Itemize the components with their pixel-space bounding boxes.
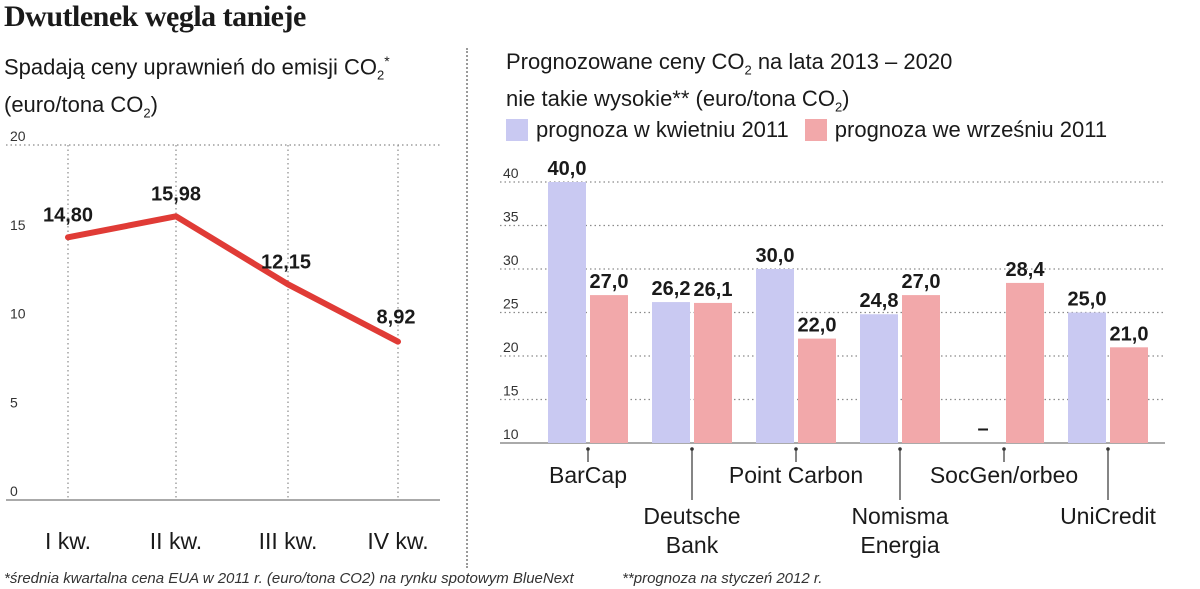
panel-divider (466, 48, 468, 568)
bar-value-label-3-0: 24,8 (860, 290, 899, 312)
bar-3-1 (902, 295, 940, 443)
bar-category-dot-3 (898, 447, 902, 451)
line-ytick-3: 15 (10, 217, 26, 233)
line-ytick-4: 20 (10, 128, 26, 144)
bar-category-label-2-0: Point Carbon (729, 462, 863, 488)
bar-2-0 (756, 269, 794, 443)
bar-category-dot-2 (794, 447, 798, 451)
bar-ytick-6: 40 (503, 165, 519, 181)
line-ytick-0: 0 (10, 483, 18, 499)
line-xtick-1: II kw. (150, 528, 202, 554)
legend-swatch-september (804, 119, 827, 141)
bar-category-dot-4 (1002, 447, 1006, 451)
bar-ytick-3: 25 (503, 296, 519, 312)
right-chart-subtitle: Prognozowane ceny CO2 na lata 2013 – 202… (506, 49, 953, 115)
line-value-label-3: 8,92 (377, 307, 416, 329)
bar-0-0 (548, 182, 586, 443)
bar-5-0 (1068, 312, 1106, 443)
bar-category-label-3-0: Nomisma (851, 503, 948, 529)
line-value-label-1: 15,98 (151, 183, 201, 205)
line-ytick-1: 5 (10, 394, 18, 410)
bar-1-0 (652, 302, 690, 443)
legend-item-september: prognoza we wrześniu 2011 (804, 117, 1108, 143)
left-chart-subtitle: Spadają ceny uprawnień do emisji CO2* (e… (4, 53, 390, 121)
bar-value-label-4-0: – (977, 418, 988, 440)
bar-ytick-1: 15 (503, 383, 519, 399)
bar-category-dot-5 (1106, 447, 1110, 451)
bar-value-label-1-1: 26,1 (694, 279, 733, 301)
bar-value-label-5-1: 21,0 (1110, 323, 1149, 345)
bar-category-label-3-1: Energia (860, 532, 939, 558)
line-xtick-0: I kw. (45, 528, 91, 554)
bar-0-1 (590, 295, 628, 443)
legend-label-april: prognoza w kwietniu 2011 (536, 117, 789, 142)
bar-value-label-2-0: 30,0 (756, 245, 795, 267)
line-value-label-0: 14,80 (43, 204, 93, 226)
bar-2-1 (798, 338, 836, 443)
bar-category-label-1-0: Deutsche (643, 503, 740, 529)
bar-category-label-5-0: UniCredit (1060, 503, 1156, 529)
bar-value-label-3-1: 27,0 (902, 271, 941, 293)
bar-value-label-4-1: 28,4 (1006, 259, 1046, 281)
footnote-right: **prognoza na styczeń 2012 r. (622, 570, 823, 587)
bar-category-label-1-1: Bank (666, 532, 719, 558)
line-xtick-2: III kw. (259, 528, 318, 554)
line-xtick-3: IV kw. (367, 528, 428, 554)
bar-category-label-0-0: BarCap (549, 462, 627, 488)
bar-category-dot-1 (690, 447, 694, 451)
bar-4-1 (1006, 282, 1044, 443)
footnote-left: *średnia kwartalna cena EUA w 2011 r. (e… (4, 570, 574, 587)
bar-chart-legend: prognoza w kwietniu 2011 prognoza we wrz… (506, 117, 1123, 143)
bar-value-label-2-1: 22,0 (798, 315, 837, 337)
bar-value-label-0-1: 27,0 (590, 271, 629, 293)
bar-3-0 (860, 314, 898, 443)
bar-5-1 (1110, 347, 1148, 443)
bar-ytick-0: 10 (503, 426, 519, 442)
bar-value-label-1-0: 26,2 (652, 278, 691, 300)
bar-value-label-5-0: 25,0 (1068, 289, 1107, 311)
bar-1-1 (694, 302, 732, 443)
footnotes: *średnia kwartalna cena EUA w 2011 r. (e… (4, 570, 822, 587)
bar-category-label-4-0: SocGen/orbeo (930, 462, 1078, 488)
headline: Dwutlenek węgla tanieje (4, 0, 306, 33)
line-value-label-2: 12,15 (261, 251, 311, 273)
bar-value-label-0-0: 40,0 (548, 158, 587, 180)
line-ytick-2: 10 (10, 306, 26, 322)
legend-swatch-april (506, 119, 528, 141)
legend-item-april: prognoza w kwietniu 2011 (506, 117, 789, 143)
bar-category-dot-0 (586, 447, 590, 451)
bar-ytick-5: 35 (503, 209, 519, 225)
line-series-path (65, 213, 401, 345)
bar-ytick-4: 30 (503, 252, 519, 268)
legend-label-september: prognoza we wrześniu 2011 (834, 117, 1108, 142)
bar-ytick-2: 20 (503, 339, 519, 355)
